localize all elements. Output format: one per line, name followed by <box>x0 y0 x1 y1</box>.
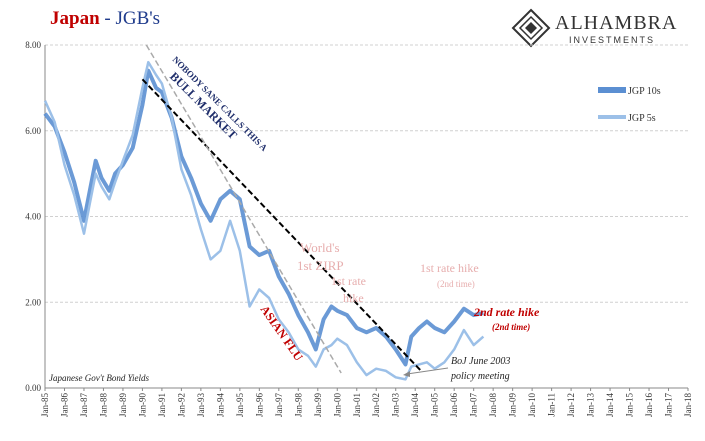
x-tick-label: Jan-95 <box>235 393 245 417</box>
x-tick-label: Jan-12 <box>566 393 576 417</box>
trend-line-black <box>141 78 422 372</box>
trend-line-grey <box>145 44 342 374</box>
x-tick-label: Jan-90 <box>137 393 147 417</box>
y-tick-label: 8.00 <box>25 40 41 50</box>
diamond-logo-icon <box>511 8 551 48</box>
x-tick-label: Jan-85 <box>40 393 50 417</box>
brand-sub: INVESTMENTS <box>569 35 656 45</box>
annotation-hike1-line1: 1st rate <box>331 274 366 288</box>
annotation-hike3-line1: 2nd rate hike <box>473 305 540 319</box>
x-tick-label: Jan-17 <box>664 393 674 417</box>
annotation-source-note: Japanese Gov't Bond Yields <box>49 373 149 383</box>
x-tick-label: Jan-86 <box>59 393 69 417</box>
y-tick-label: 2.00 <box>25 297 41 307</box>
annotation-boj-line2: policy meeting <box>450 371 510 382</box>
x-tick-label: Jan-97 <box>274 393 284 417</box>
annotation-hike1-line2: hike <box>343 291 364 305</box>
x-tick-label: Jan-00 <box>332 393 342 417</box>
annotation-boj-arrowhead <box>403 371 410 377</box>
chart-title: Japan - JGB's <box>50 8 160 30</box>
annotation-boj-arrow <box>406 367 449 375</box>
y-tick-label: 4.00 <box>25 212 41 222</box>
x-tick-label: Jan-93 <box>196 393 206 417</box>
legend-label-10y: JGP 10s <box>628 86 661 97</box>
annotation-boj-line1: BoJ June 2003 <box>451 356 510 367</box>
x-tick-label: Jan-13 <box>586 393 596 417</box>
x-tick-label: Jan-07 <box>469 393 479 417</box>
x-tick-label: Jan-94 <box>215 393 225 417</box>
x-tick-label: Jan-04 <box>410 393 420 417</box>
legend-label-5y: JGP 5s <box>628 113 656 124</box>
x-tick-label: Jan-91 <box>157 393 167 417</box>
annotation-zirp-line1: World's <box>300 240 340 255</box>
x-tick-label: Jan-96 <box>254 393 264 417</box>
chart-title-sep: - <box>99 8 116 29</box>
annotation-zirp-line2: 1st ZIRP <box>297 258 344 273</box>
x-tick-label: Jan-92 <box>176 393 186 417</box>
annotation-hike2-line1: 1st rate hike <box>420 261 479 275</box>
y-tick-label: 0.00 <box>25 383 41 393</box>
x-tick-label: Jan-14 <box>605 393 615 417</box>
x-tick-label: Jan-05 <box>430 393 440 417</box>
x-tick-label: Jan-06 <box>449 393 459 417</box>
chart-title-sub: JGB's <box>115 8 161 29</box>
x-tick-label: Jan-16 <box>644 393 654 417</box>
x-tick-label: Jan-15 <box>625 393 635 417</box>
x-tick-label: Jan-03 <box>391 393 401 417</box>
x-tick-label: Jan-08 <box>488 393 498 417</box>
x-tick-label: Jan-89 <box>118 393 128 417</box>
x-tick-label: Jan-87 <box>79 393 89 417</box>
series-line-10y <box>43 68 484 367</box>
series-line-5y <box>43 60 485 381</box>
x-tick-label: Jan-98 <box>293 393 303 417</box>
x-tick-label: Jan-01 <box>352 393 362 417</box>
annotation-hike2-line2: (2nd time) <box>437 279 475 289</box>
x-tick-label: Jan-09 <box>508 393 518 417</box>
x-tick-label: Jan-10 <box>527 393 537 417</box>
chart-title-main: Japan <box>50 8 100 29</box>
x-tick-label: Jan-11 <box>547 393 557 417</box>
x-tick-label: Jan-18 <box>683 393 693 417</box>
brand-logo: ALHAMBRA INVESTMENTS <box>511 8 691 50</box>
x-tick-label: Jan-02 <box>371 393 381 417</box>
brand-name: ALHAMBRA <box>555 12 678 34</box>
annotation-bull-line1: NOBODY SANE CALLS THIS A <box>171 54 270 153</box>
x-tick-label: Jan-88 <box>98 393 108 417</box>
y-tick-label: 6.00 <box>25 126 41 136</box>
x-tick-label: Jan-99 <box>313 393 323 417</box>
annotation-hike3-line2: (2nd time) <box>492 322 530 332</box>
